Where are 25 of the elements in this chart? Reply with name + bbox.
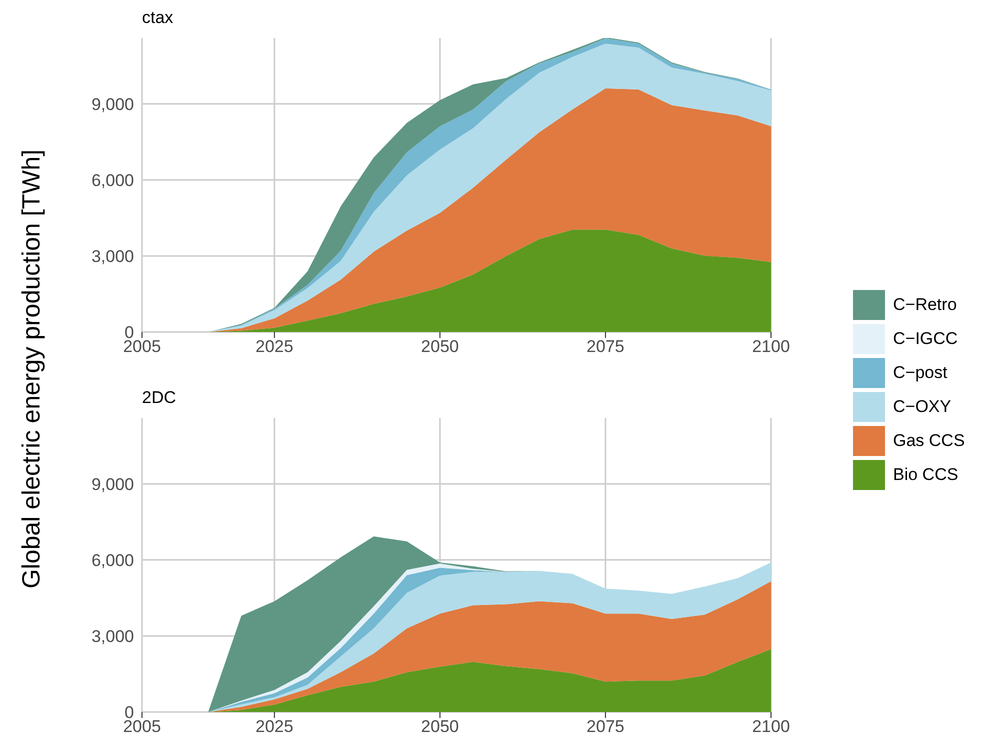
x-tick-label: 2050: [421, 717, 459, 736]
x-tick-label: 2005: [123, 717, 161, 736]
x-tick-label: 2025: [256, 337, 294, 356]
legend-label: C−OXY: [893, 397, 952, 417]
x-tick-label: 2005: [123, 337, 161, 356]
y-tick-label: 6,000: [91, 550, 134, 570]
y-tick-label: 3,000: [91, 247, 134, 266]
x-tick-label: 2100: [752, 337, 790, 356]
legend-label: C−Retro: [893, 295, 957, 315]
legend-label: Gas CCS: [893, 431, 965, 451]
y-tick-label: 9,000: [91, 474, 134, 494]
x-tick-label: 2075: [586, 717, 624, 736]
chart-title: 2DC: [142, 388, 176, 408]
y-axis-title: Global electric energy production [TWh]: [18, 149, 46, 589]
legend-label: C−IGCC: [893, 329, 958, 349]
y-tick-label: 6,000: [91, 170, 134, 190]
x-tick-label: 2075: [586, 337, 624, 356]
legend-label: Bio CCS: [893, 465, 958, 485]
y-tick-label: 9,000: [91, 94, 134, 114]
legend-label: C−post: [893, 363, 948, 383]
x-tick-label: 2050: [421, 337, 459, 356]
x-tick-label: 2025: [256, 717, 294, 736]
chart-title: ctax: [142, 8, 174, 28]
x-tick-label: 2100: [752, 717, 790, 736]
y-tick-label: 3,000: [91, 627, 134, 646]
